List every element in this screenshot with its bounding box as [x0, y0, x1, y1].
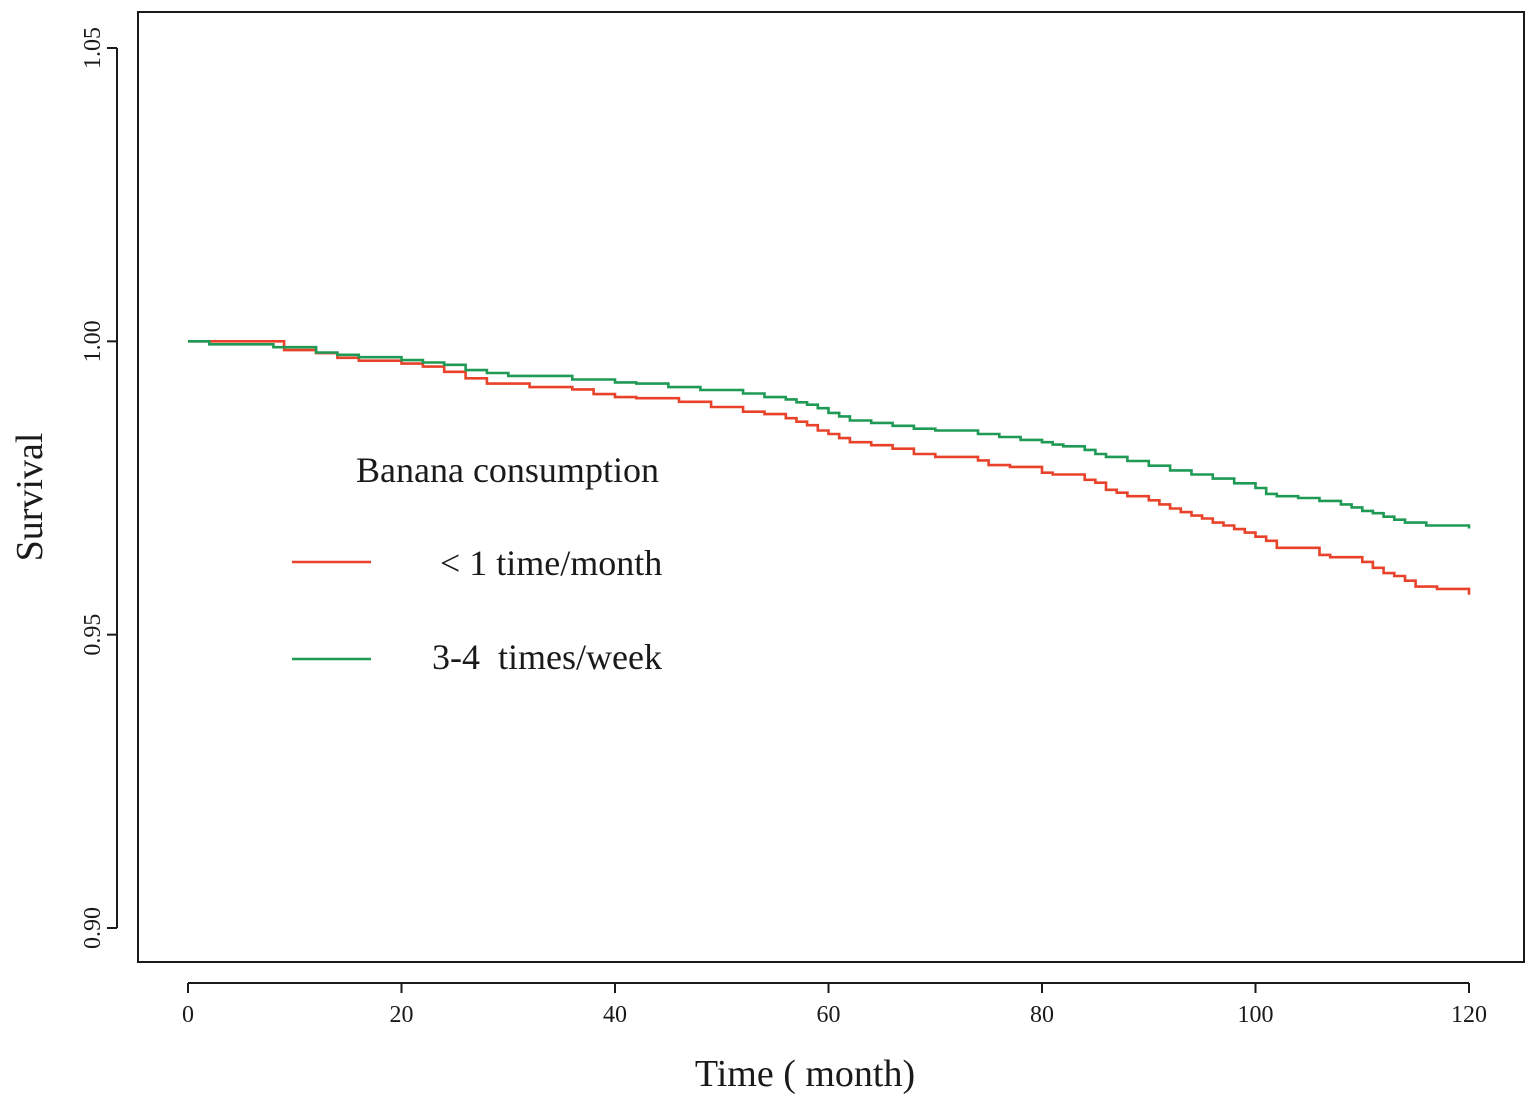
y-axis: 0.90 0.95 1.00 1.05	[80, 27, 118, 949]
plot-frame	[137, 11, 1525, 963]
x-tick-label: 80	[1030, 1002, 1054, 1028]
x-tick-label: 60	[817, 1002, 841, 1028]
y-tick-label: 1.05	[80, 27, 106, 69]
x-tick-label: 120	[1451, 1002, 1487, 1028]
legend-label-3-4-per-week: 3-4 times/week	[432, 637, 662, 677]
legend-label-less-than-1-per-month: < 1 time/month	[440, 543, 662, 583]
x-tick-label: 20	[390, 1002, 414, 1028]
x-tick-label: 100	[1238, 1002, 1274, 1028]
series-line-3-4-per-week	[188, 340, 1471, 529]
series-line-less-than-1-per-month	[188, 340, 1471, 595]
x-tick-label: 0	[182, 1002, 194, 1028]
legend-title: Banana consumption	[356, 450, 659, 490]
legend: Banana consumption < 1 time/month 3-4 ti…	[292, 450, 662, 677]
y-tick-label: 0.95	[80, 614, 106, 656]
y-tick-label: 0.90	[80, 907, 106, 949]
x-tick-label: 40	[603, 1002, 627, 1028]
x-axis: 0 20 40 60 80 100 120	[182, 982, 1487, 1028]
y-tick-label: 1.00	[80, 320, 106, 362]
y-axis-title: Survival	[9, 433, 51, 562]
series-layer	[188, 340, 1471, 595]
x-axis-title: Time ( month)	[695, 1053, 915, 1095]
